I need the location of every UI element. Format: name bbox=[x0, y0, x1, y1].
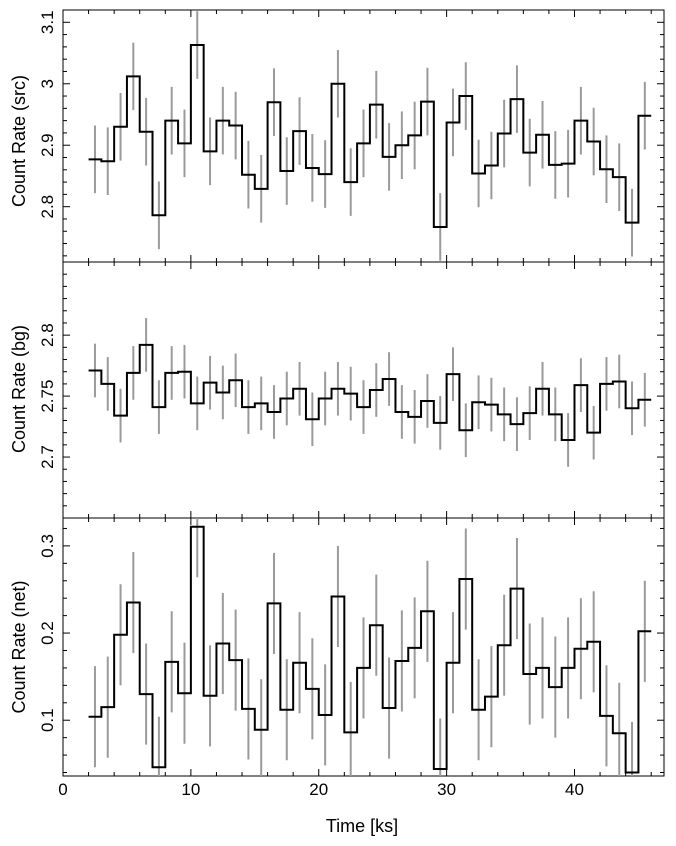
y-tick-label: 2.7 bbox=[38, 445, 57, 469]
y-tick-label: 0.1 bbox=[38, 708, 57, 732]
light-curve-step bbox=[88, 525, 652, 774]
x-tick-label: 20 bbox=[309, 780, 328, 799]
y-tick-label: 3 bbox=[38, 79, 57, 88]
net-count-rate-panel: 0.1 0.2 0.3 0 10 20 30 40 bbox=[38, 517, 665, 799]
y-tick-label: 2.8 bbox=[38, 195, 57, 219]
y-axis-label-net: Count Rate (net) bbox=[9, 580, 29, 713]
y-tick-label: 0.2 bbox=[38, 621, 57, 645]
y-tick-label: 0.3 bbox=[38, 534, 57, 558]
light-curve-step bbox=[88, 44, 652, 228]
y-tick-label: 2.75 bbox=[38, 380, 57, 413]
x-axis-label: Time [ks] bbox=[326, 816, 398, 836]
y-axis-label-bg: Count Rate (bg) bbox=[9, 325, 29, 453]
bg-count-rate-panel: 2.7 2.75 2.8 bbox=[38, 261, 665, 519]
y-tick-label: 2.9 bbox=[38, 133, 57, 157]
x-tick-label: 0 bbox=[58, 780, 67, 799]
x-tick-label: 30 bbox=[437, 780, 456, 799]
y-tick-label: 3.1 bbox=[38, 10, 57, 34]
y-tick-label: 2.8 bbox=[38, 323, 57, 347]
y-axis-label-src: Count Rate (src) bbox=[9, 75, 29, 207]
x-tick-label: 40 bbox=[565, 780, 584, 799]
x-tick-label: 10 bbox=[181, 780, 200, 799]
light-curve-step bbox=[88, 343, 652, 441]
panel-frame bbox=[62, 517, 665, 777]
src-count-rate-panel: 2.8 2.9 3 3.1 bbox=[38, 9, 665, 263]
